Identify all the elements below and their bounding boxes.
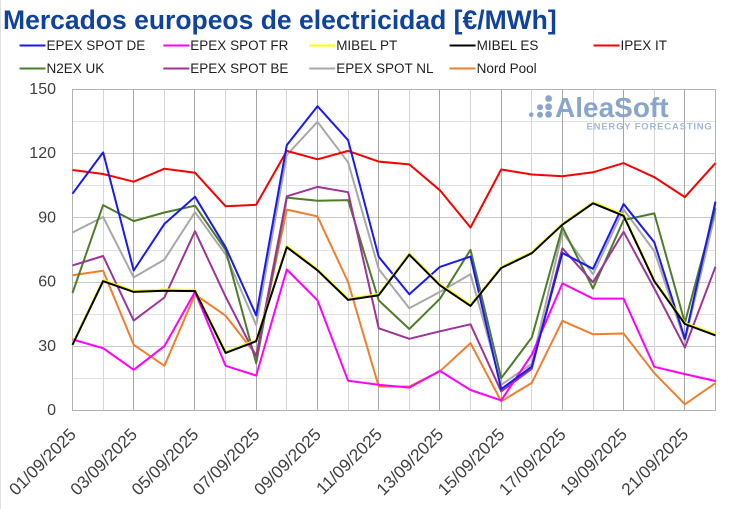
svg-text:AleaSoft: AleaSoft [555, 92, 669, 123]
svg-text:120: 120 [29, 145, 56, 162]
svg-text:EPEX SPOT BE: EPEX SPOT BE [190, 61, 288, 76]
svg-text:Mercados europeos de electrici: Mercados europeos de electricidad [€/MWh… [3, 5, 557, 35]
svg-text:150: 150 [29, 81, 56, 98]
svg-text:30: 30 [38, 338, 56, 355]
svg-text:EPEX SPOT FR: EPEX SPOT FR [190, 38, 288, 53]
svg-text:90: 90 [38, 209, 56, 226]
svg-text:0: 0 [47, 402, 56, 419]
svg-text:21/09/2025: 21/09/2025 [617, 424, 692, 499]
svg-text:IPEX IT: IPEX IT [621, 38, 668, 53]
svg-text:N2EX UK: N2EX UK [47, 61, 105, 76]
svg-text:EPEX SPOT NL: EPEX SPOT NL [336, 61, 434, 76]
svg-text:EPEX SPOT DE: EPEX SPOT DE [47, 38, 146, 53]
svg-text:MIBEL ES: MIBEL ES [477, 38, 539, 53]
svg-text:Nord Pool: Nord Pool [477, 61, 537, 76]
svg-text:09/09/2025: 09/09/2025 [250, 424, 325, 499]
svg-text:ENERGY FORECASTING: ENERGY FORECASTING [587, 122, 713, 133]
svg-text:MIBEL PT: MIBEL PT [336, 38, 397, 53]
svg-text:60: 60 [38, 274, 56, 291]
